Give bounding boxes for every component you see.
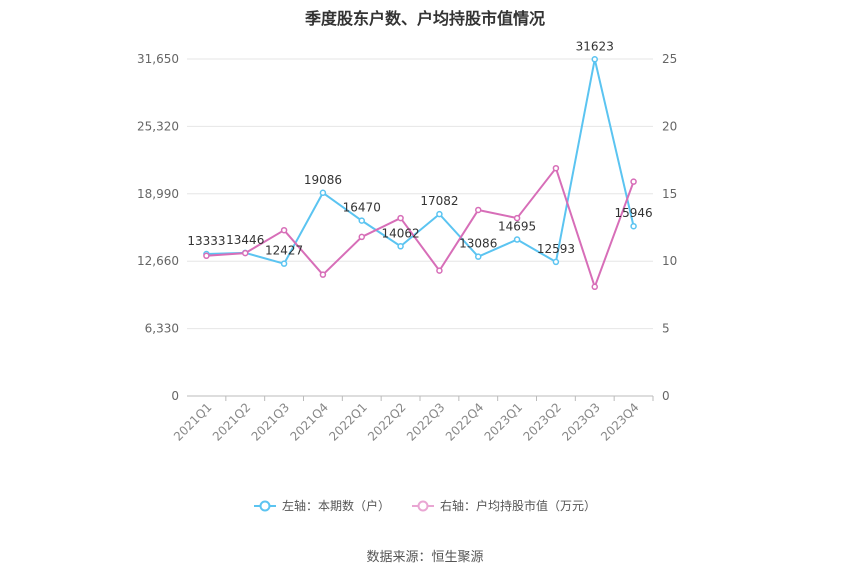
y-left-tick-label: 25,320: [137, 119, 179, 133]
series-point-1: [203, 252, 210, 260]
x-tick-label: 2023Q4: [598, 400, 642, 444]
series-point-0: [513, 236, 521, 243]
x-tick-label: 2022Q4: [443, 400, 487, 444]
legend: 左轴：本期数（户） 右轴：户均持股市值（万元）: [0, 497, 850, 514]
series-lines: [203, 56, 637, 291]
y-left-tick-label: 12,660: [137, 254, 179, 268]
series-point-0: [591, 56, 598, 63]
data-label: 17082: [420, 194, 458, 208]
series-point-1: [397, 214, 404, 222]
legend-label-households: 左轴：本期数（户）: [281, 499, 390, 513]
y-right-tick-label: 5: [662, 322, 670, 336]
data-source: 数据来源：恒生聚源: [366, 550, 484, 565]
data-label: 31623: [576, 39, 614, 53]
y-left-tick-label: 18,990: [137, 187, 179, 201]
series-point-1: [513, 214, 521, 222]
legend-marker-households-icon: [253, 500, 276, 511]
data-label: 14062: [381, 226, 419, 240]
legend-item-market-value[interactable]: 右轴：户均持股市值（万元）: [412, 497, 596, 514]
y-left-tick-label: 6,330: [145, 322, 179, 336]
series-point-1: [358, 233, 365, 241]
x-tick-label: 2021Q1: [171, 400, 215, 444]
series-point-0: [630, 222, 637, 230]
x-tick-label: 2021Q3: [249, 400, 293, 444]
x-tick-label: 2021Q4: [287, 400, 331, 444]
series-point-0: [358, 217, 365, 224]
grid-lines: [187, 58, 653, 330]
series-line-0: [206, 58, 635, 265]
data-label: 13086: [459, 237, 497, 251]
y-right-tick-label: 0: [662, 389, 670, 403]
series-point-0: [319, 189, 327, 197]
series-point-1: [280, 226, 288, 234]
legend-label-market-value: 右轴：户均持股市值（万元）: [440, 499, 597, 513]
chart-title: 季度股东户数、户均持股市值情况: [304, 9, 545, 28]
data-label: 19086: [304, 173, 342, 187]
x-tick-label: 2022Q3: [404, 400, 448, 444]
x-tick-label: 2022Q2: [365, 400, 409, 444]
series-point-1: [591, 283, 598, 291]
x-tick-label: 2023Q2: [520, 400, 564, 444]
legend-marker-market-value-icon: [412, 500, 434, 511]
series-point-1: [319, 271, 327, 278]
x-tick-label: 2023Q3: [559, 400, 603, 444]
data-label: 13333: [187, 234, 225, 248]
data-label: 15946: [614, 206, 652, 220]
x-tick-label: 2022Q1: [326, 400, 370, 444]
y-left-tick-label: 0: [171, 389, 179, 403]
series-point-0: [397, 243, 404, 250]
data-label: 16470: [343, 201, 381, 215]
y-right-tick-label: 25: [662, 52, 677, 66]
series-point-0: [475, 253, 482, 260]
y-right-tick-label: 15: [662, 187, 677, 201]
series-point-0: [552, 258, 560, 266]
y-right-tick-label: 20: [662, 119, 677, 133]
y-left-tick-label: 31,650: [137, 52, 179, 66]
data-label: 13446: [226, 233, 264, 247]
series-point-0: [436, 210, 443, 218]
series-line-1: [206, 167, 635, 288]
y-right-tick-label: 10: [662, 254, 677, 268]
series-point-1: [475, 206, 482, 214]
data-label: 12593: [537, 242, 575, 256]
legend-item-households[interactable]: 左轴：本期数（户）: [253, 497, 390, 514]
data-label: 14695: [498, 220, 536, 234]
series-point-0: [280, 260, 288, 267]
series-point-1: [552, 164, 560, 172]
data-label: 12427: [265, 244, 303, 258]
series-point-1: [630, 178, 637, 185]
series-point-1: [242, 249, 249, 257]
x-tick-label: 2023Q1: [482, 400, 526, 444]
series-point-1: [436, 267, 443, 274]
x-tick-label: 2021Q2: [210, 400, 254, 444]
